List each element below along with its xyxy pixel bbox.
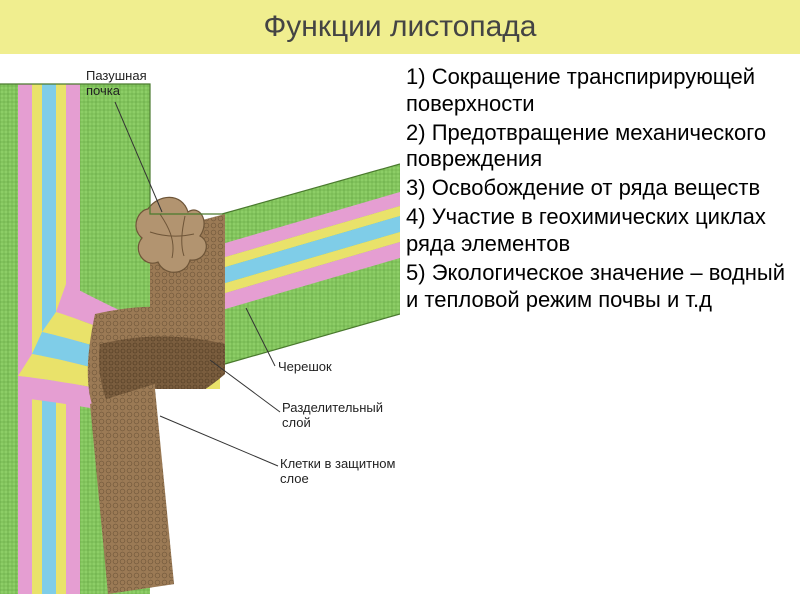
label-protective-cells: Клетки в защитном слое [280, 456, 395, 486]
list-item-text: Сокращение транспирирующей поверхности [406, 64, 755, 116]
list-item: 4) Участие в геохимических циклах ряда э… [406, 204, 786, 258]
list-item-text: Участие в геохимических циклах ряда элем… [406, 204, 766, 256]
list-item-text: Предотвращение механического повреждения [406, 120, 766, 172]
list-item: 2) Предотвращение механического поврежде… [406, 120, 786, 174]
list-item: 5) Экологическое значение – водный и теп… [406, 260, 786, 314]
list-item: 1) Сокращение транспирирующей поверхност… [406, 64, 786, 118]
list-item-number: 5) [406, 260, 426, 285]
list-item-number: 4) [406, 204, 426, 229]
list-item-number: 3) [406, 175, 426, 200]
list-item-text: Экологическое значение – водный и теплов… [406, 260, 785, 312]
page-title: Функции листопада [263, 10, 536, 44]
list-item-text: Освобождение от ряда веществ [432, 175, 761, 200]
label-axillary-bud: Пазушная почка [86, 68, 147, 98]
functions-list: 1) Сокращение транспирирующей поверхност… [400, 54, 800, 600]
list-item-number: 1) [406, 64, 426, 89]
diagram-area: Пазушная почка Черешок Разделительный сл… [0, 54, 400, 600]
leaf-abscission-diagram [0, 54, 400, 594]
list-item: 3) Освобождение от ряда веществ [406, 175, 786, 202]
label-separation-layer: Разделительный слой [282, 400, 383, 430]
label-petiole: Черешок [278, 359, 332, 374]
list-item-number: 2) [406, 120, 426, 145]
title-bar: Функции листопада [0, 0, 800, 54]
content-row: Пазушная почка Черешок Разделительный сл… [0, 54, 800, 600]
